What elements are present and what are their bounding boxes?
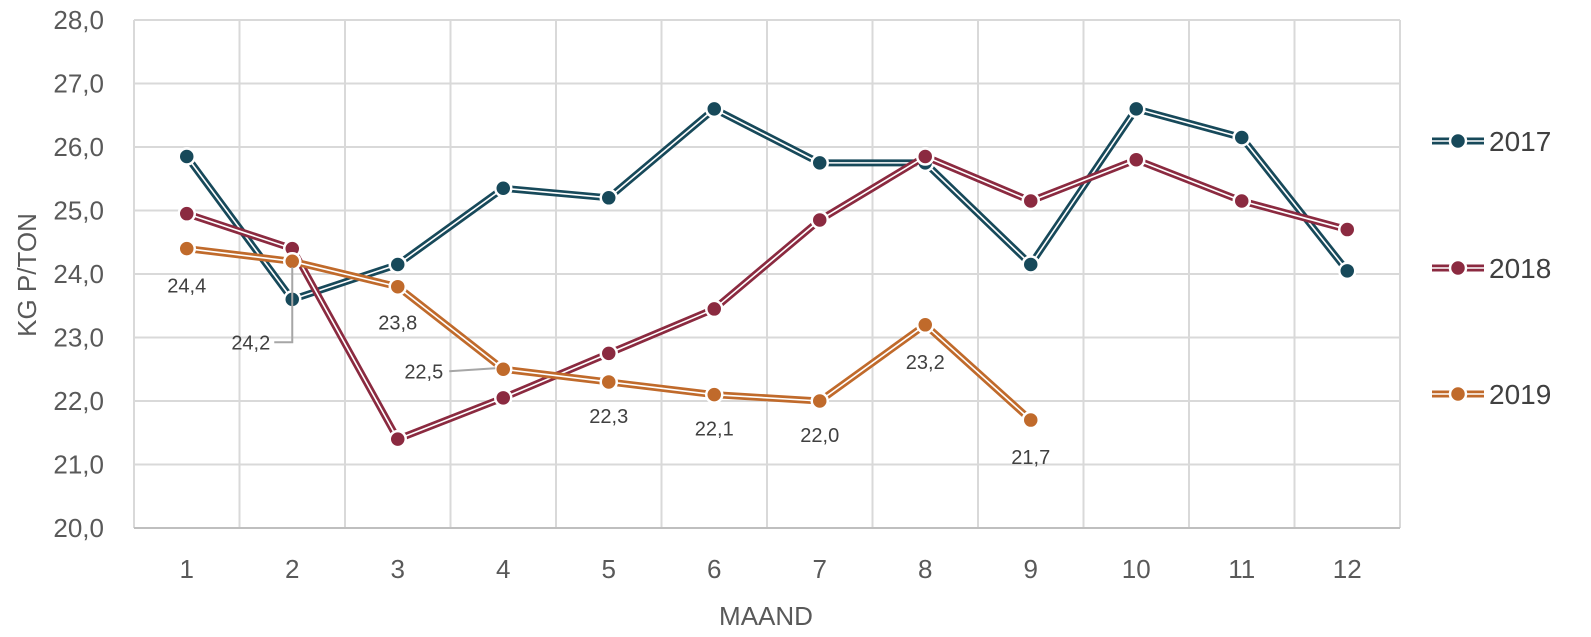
legend-label: 2018 (1489, 253, 1551, 284)
series (177, 99, 1357, 449)
legend-swatch-marker (1448, 258, 1468, 278)
data-point[interactable] (599, 372, 618, 392)
series-2019 (177, 239, 1040, 430)
data-point[interactable] (388, 255, 407, 274)
data-point[interactable] (1232, 128, 1251, 147)
data-point[interactable] (599, 344, 618, 363)
series-2018 (177, 147, 1357, 449)
legend[interactable]: 2017 2018 2019 (1432, 126, 1551, 410)
data-point[interactable] (177, 204, 196, 223)
y-tick-label: 27,0 (53, 69, 104, 99)
data-point[interactable] (388, 429, 407, 449)
x-axis-title: MAAND (719, 601, 813, 631)
data-point[interactable] (494, 388, 513, 408)
data-labels: 24,4 24,2 23,8 22,5 22,3 22,1 22,0 23,2 21,7 (167, 267, 1050, 469)
leader-line (274, 267, 294, 344)
data-label: 22,0 (800, 425, 839, 447)
y-tick-label: 26,0 (53, 132, 104, 162)
x-tick-label: 11 (1228, 554, 1255, 584)
data-point[interactable] (388, 277, 407, 296)
y-axis-title: KG P/TON (12, 213, 42, 337)
x-tick-label: 9 (1024, 554, 1038, 584)
data-point[interactable] (1127, 150, 1146, 169)
leader-line (449, 367, 496, 373)
legend-item-2018[interactable]: 2018 (1432, 253, 1551, 284)
y-tick-label: 24,0 (53, 259, 104, 289)
legend-swatch-marker (1448, 384, 1468, 404)
data-point[interactable] (916, 315, 935, 335)
x-tick-label: 6 (707, 554, 721, 584)
data-point[interactable] (810, 153, 829, 173)
x-tick-label: 10 (1122, 554, 1151, 584)
data-label: 24,2 (231, 332, 270, 354)
data-point[interactable] (916, 147, 935, 166)
axes: 20,021,022,023,024,025,026,027,028,01 2 3 4… (53, 5, 1400, 584)
data-point[interactable] (705, 385, 724, 404)
data-point[interactable] (494, 179, 513, 198)
data-point[interactable] (1127, 99, 1146, 119)
series-line-inner (186, 155, 1348, 440)
data-label: 22,3 (589, 406, 628, 428)
y-tick-label: 20,0 (53, 513, 104, 543)
y-tick-label: 22,0 (53, 386, 104, 416)
x-tick-label: 4 (496, 554, 510, 584)
x-tick-label: 5 (602, 554, 616, 584)
gridlines (133, 19, 1401, 528)
data-label: 24,4 (167, 276, 206, 298)
data-label: 23,8 (378, 313, 417, 335)
data-point[interactable] (1021, 191, 1040, 211)
legend-item-2017[interactable]: 2017 (1432, 126, 1551, 157)
y-tick-label: 28,0 (53, 5, 104, 35)
series-line-inner (186, 108, 1348, 301)
data-point[interactable] (705, 99, 724, 119)
y-tick-label: 23,0 (53, 323, 104, 353)
y-tick-label: 25,0 (53, 196, 104, 226)
x-tick-label: 2 (285, 554, 299, 584)
data-point[interactable] (810, 391, 829, 411)
data-point[interactable] (1338, 220, 1357, 239)
data-point[interactable] (1021, 255, 1040, 274)
legend-swatch-marker (1448, 131, 1468, 151)
data-point[interactable] (1338, 261, 1357, 281)
data-label: 22,1 (695, 419, 734, 441)
legend-label: 2017 (1489, 126, 1551, 157)
data-label: 22,5 (404, 361, 443, 383)
data-point[interactable] (1021, 410, 1040, 430)
x-tick-label: 12 (1333, 554, 1362, 584)
data-point[interactable] (177, 147, 196, 166)
data-point[interactable] (494, 360, 513, 379)
data-point[interactable] (1232, 191, 1251, 211)
legend-item-2019[interactable]: 2019 (1432, 379, 1551, 410)
y-tick-label: 21,0 (53, 450, 104, 480)
data-label: 21,7 (1011, 447, 1050, 469)
x-tick-label: 3 (391, 554, 405, 584)
data-point[interactable] (810, 210, 829, 230)
series-2017 (177, 99, 1357, 309)
legend-label: 2019 (1489, 379, 1551, 410)
data-point[interactable] (177, 239, 196, 258)
data-point[interactable] (705, 299, 724, 319)
data-label: 23,2 (906, 352, 945, 374)
data-point[interactable] (283, 252, 302, 271)
data-point[interactable] (599, 188, 618, 208)
x-tick-label: 8 (918, 554, 932, 584)
x-tick-label: 7 (813, 554, 827, 584)
x-tick-label: 1 (180, 554, 194, 584)
